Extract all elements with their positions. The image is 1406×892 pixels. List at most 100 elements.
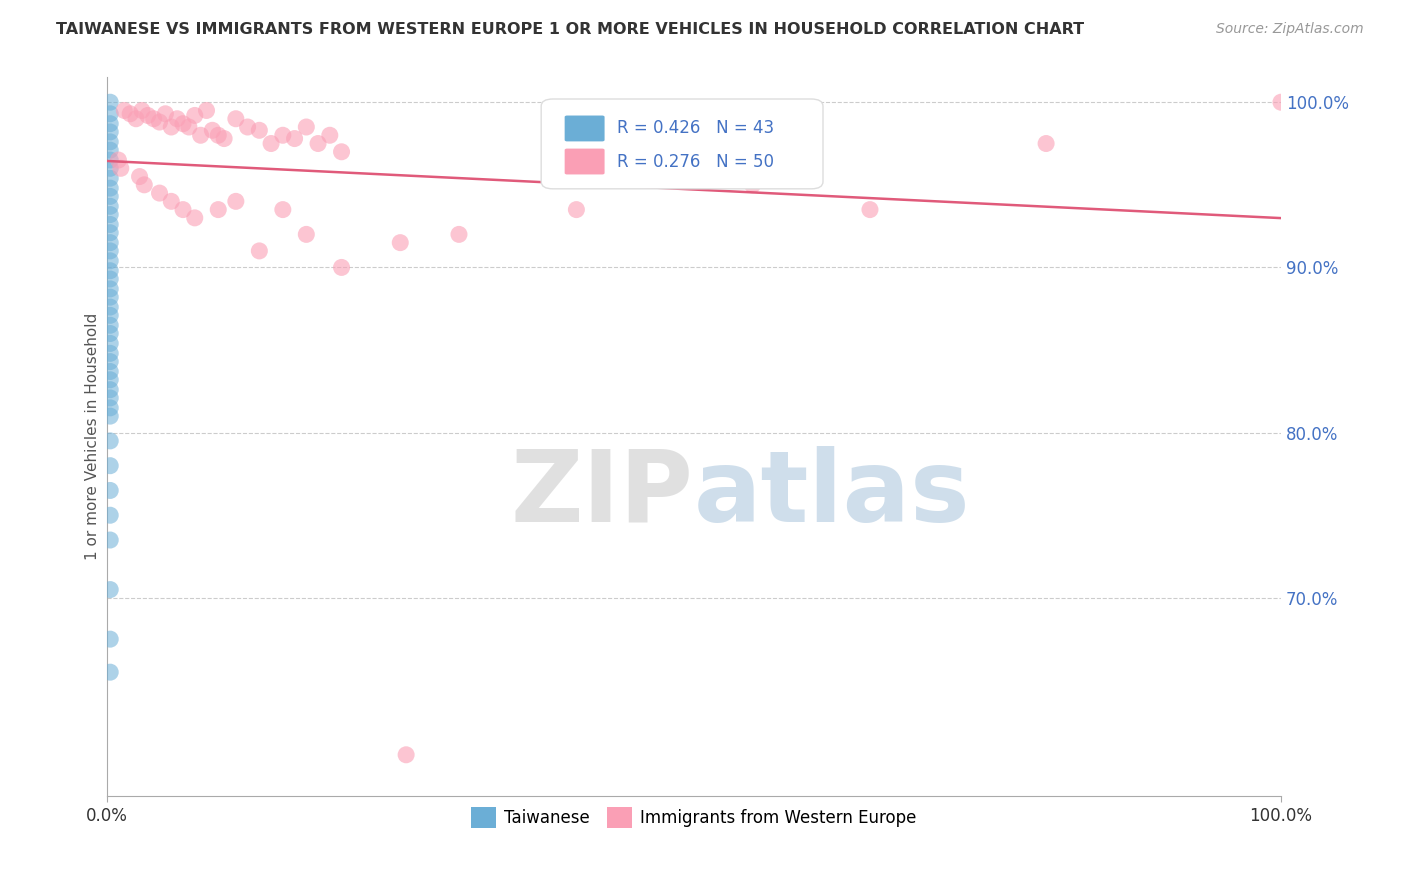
Point — [247, 123, 270, 137]
Point — [166, 112, 188, 126]
Point — [98, 401, 121, 415]
Point — [98, 107, 121, 121]
Point — [195, 103, 218, 118]
Point — [225, 194, 247, 209]
Point — [98, 125, 121, 139]
Point — [98, 135, 121, 149]
Text: R = 0.426   N = 43: R = 0.426 N = 43 — [617, 120, 775, 137]
Point — [98, 143, 121, 157]
Point — [98, 253, 121, 268]
Point — [160, 120, 183, 134]
Point — [98, 189, 121, 203]
Point — [131, 103, 153, 118]
Point — [190, 128, 212, 143]
Point — [98, 300, 121, 314]
Point — [148, 115, 170, 129]
Point — [98, 354, 121, 368]
Point — [284, 131, 307, 145]
Point — [98, 326, 121, 341]
Point — [98, 117, 121, 131]
Point — [389, 235, 412, 250]
Point — [98, 391, 121, 405]
Point — [307, 136, 329, 151]
Point — [120, 107, 142, 121]
Point — [236, 120, 259, 134]
Point — [98, 458, 121, 473]
Point — [1035, 136, 1057, 151]
Point — [260, 136, 283, 151]
Point — [295, 120, 318, 134]
Point — [98, 364, 121, 378]
Point — [98, 171, 121, 186]
Y-axis label: 1 or more Vehicles in Household: 1 or more Vehicles in Household — [86, 313, 100, 560]
Point — [125, 112, 148, 126]
Legend: Taiwanese, Immigrants from Western Europe: Taiwanese, Immigrants from Western Europ… — [464, 801, 924, 835]
Text: atlas: atlas — [693, 446, 970, 542]
Point — [98, 181, 121, 195]
Point — [1270, 95, 1292, 110]
Point — [98, 383, 121, 397]
FancyBboxPatch shape — [565, 116, 605, 142]
Point — [177, 120, 200, 134]
Point — [98, 632, 121, 647]
Point — [98, 264, 121, 278]
Point — [184, 108, 207, 122]
Point — [136, 108, 159, 122]
Point — [319, 128, 342, 143]
Point — [172, 117, 194, 131]
Point — [212, 131, 235, 145]
Point — [207, 202, 229, 217]
Point — [155, 107, 177, 121]
Point — [330, 260, 353, 275]
FancyBboxPatch shape — [541, 99, 823, 189]
Text: Source: ZipAtlas.com: Source: ZipAtlas.com — [1216, 22, 1364, 37]
Point — [98, 346, 121, 360]
Point — [98, 665, 121, 680]
Point — [110, 161, 132, 176]
Point — [98, 244, 121, 258]
Point — [98, 508, 121, 523]
Point — [98, 208, 121, 222]
Point — [207, 128, 229, 143]
Point — [98, 434, 121, 448]
Point — [98, 226, 121, 240]
Point — [271, 128, 294, 143]
Point — [98, 161, 121, 176]
Point — [98, 235, 121, 250]
Point — [98, 95, 121, 110]
FancyBboxPatch shape — [565, 149, 605, 175]
Point — [134, 178, 156, 192]
Point — [395, 747, 418, 762]
Point — [160, 194, 183, 209]
Point — [859, 202, 882, 217]
Point — [184, 211, 207, 225]
Point — [98, 290, 121, 304]
Point — [107, 153, 129, 167]
Point — [98, 218, 121, 232]
Point — [148, 186, 170, 200]
Point — [330, 145, 353, 159]
Point — [98, 582, 121, 597]
Point — [98, 318, 121, 333]
Point — [98, 309, 121, 323]
Point — [247, 244, 270, 258]
Point — [98, 153, 121, 167]
Point — [172, 202, 194, 217]
Point — [142, 112, 165, 126]
Text: R = 0.276   N = 50: R = 0.276 N = 50 — [617, 153, 775, 170]
Point — [98, 282, 121, 296]
Point — [565, 202, 588, 217]
Point — [295, 227, 318, 242]
Point — [98, 373, 121, 387]
Text: TAIWANESE VS IMMIGRANTS FROM WESTERN EUROPE 1 OR MORE VEHICLES IN HOUSEHOLD CORR: TAIWANESE VS IMMIGRANTS FROM WESTERN EUR… — [56, 22, 1084, 37]
Point — [201, 123, 224, 137]
Point — [447, 227, 470, 242]
Point — [271, 202, 294, 217]
Point — [741, 178, 763, 192]
Point — [98, 533, 121, 547]
Point — [112, 103, 135, 118]
Point — [98, 199, 121, 213]
Point — [98, 336, 121, 351]
Text: ZIP: ZIP — [510, 446, 693, 542]
Point — [98, 272, 121, 286]
